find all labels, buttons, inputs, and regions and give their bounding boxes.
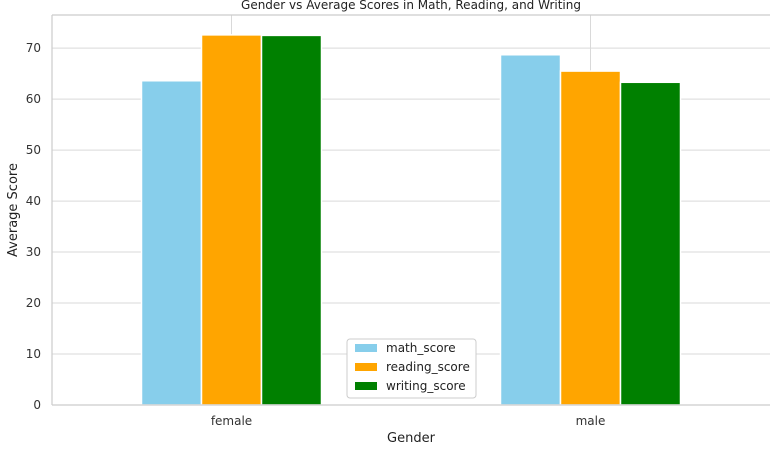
x-axis-title: Gender: [387, 431, 436, 446]
bar-writing_score-male: [619, 81, 682, 406]
y-tick-label: 0: [33, 398, 41, 412]
y-tick-label: 70: [26, 41, 41, 55]
y-tick-label: 40: [26, 194, 41, 208]
legend-label-writing_score: writing_score: [386, 379, 466, 393]
legend-label-math_score: math_score: [386, 341, 456, 355]
y-axis-title: Average Score: [6, 163, 21, 257]
axes: [51, 14, 770, 406]
x-tick-labels: female male: [211, 414, 606, 428]
y-tick-label: 50: [26, 143, 41, 157]
x-tick-label-female: female: [211, 414, 252, 428]
bar-reading_score-female: [200, 34, 263, 406]
legend-items: math_score reading_score writing_score: [355, 341, 470, 393]
y-tick-label: 30: [26, 245, 41, 259]
y-tick-label: 60: [26, 92, 41, 106]
legend-swatch-writing_score: [355, 382, 377, 390]
bar-writing_score-female: [260, 34, 323, 406]
y-tick-label: 10: [26, 347, 41, 361]
legend-swatch-math_score: [355, 344, 377, 352]
bar-reading_score-male: [559, 70, 622, 406]
chart-title: Gender vs Average Scores in Math, Readin…: [241, 0, 581, 12]
bar-math_score-male: [499, 54, 562, 406]
legend: math_score reading_score writing_score: [346, 338, 477, 399]
y-tick-label: 20: [26, 296, 41, 310]
legend-swatch-reading_score: [355, 363, 377, 371]
y-tick-labels: 0 10 20 30 40 50 60 70: [26, 41, 41, 412]
bar-math_score-female: [140, 80, 203, 406]
x-tick-label-male: male: [576, 414, 606, 428]
legend-label-reading_score: reading_score: [386, 360, 470, 374]
legend-box: [346, 338, 477, 399]
